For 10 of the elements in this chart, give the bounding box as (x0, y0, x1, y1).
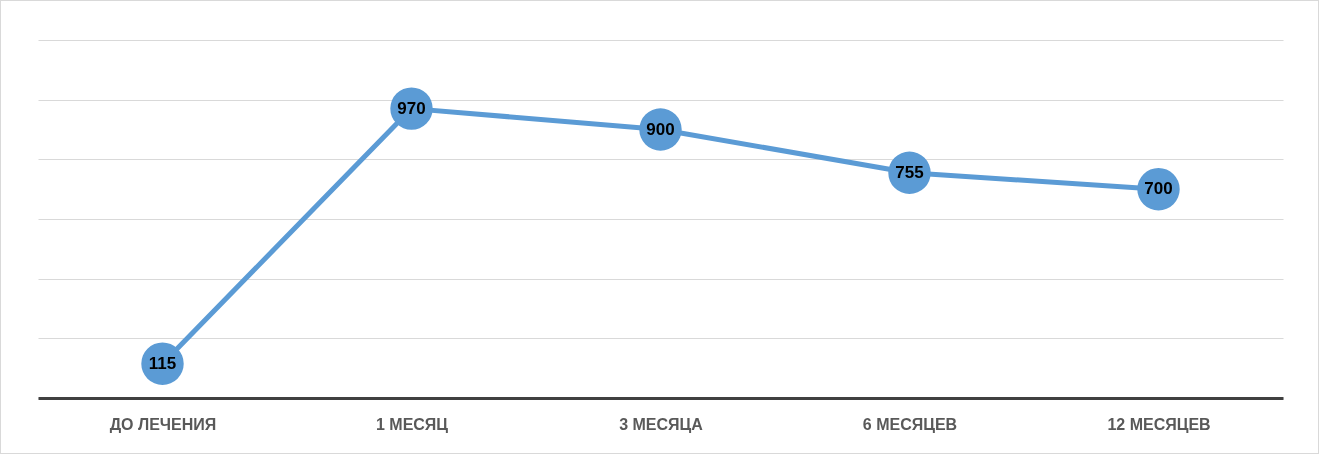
data-label: 900 (646, 119, 675, 139)
data-label: 115 (148, 353, 177, 373)
x-tick-label: ДО ЛЕЧЕНИЯ (109, 415, 217, 433)
x-tick-label: 6 МЕСЯЦЕВ (862, 415, 958, 433)
data-label: 700 (1144, 179, 1173, 199)
data-label: 970 (397, 98, 426, 118)
data-label: 755 (895, 162, 924, 182)
x-tick-label: 3 МЕСЯЦА (619, 415, 704, 433)
x-tick-label: 12 МЕСЯЦЕВ (1107, 415, 1211, 433)
x-tick-label: 1 МЕСЯЦ (375, 415, 449, 433)
